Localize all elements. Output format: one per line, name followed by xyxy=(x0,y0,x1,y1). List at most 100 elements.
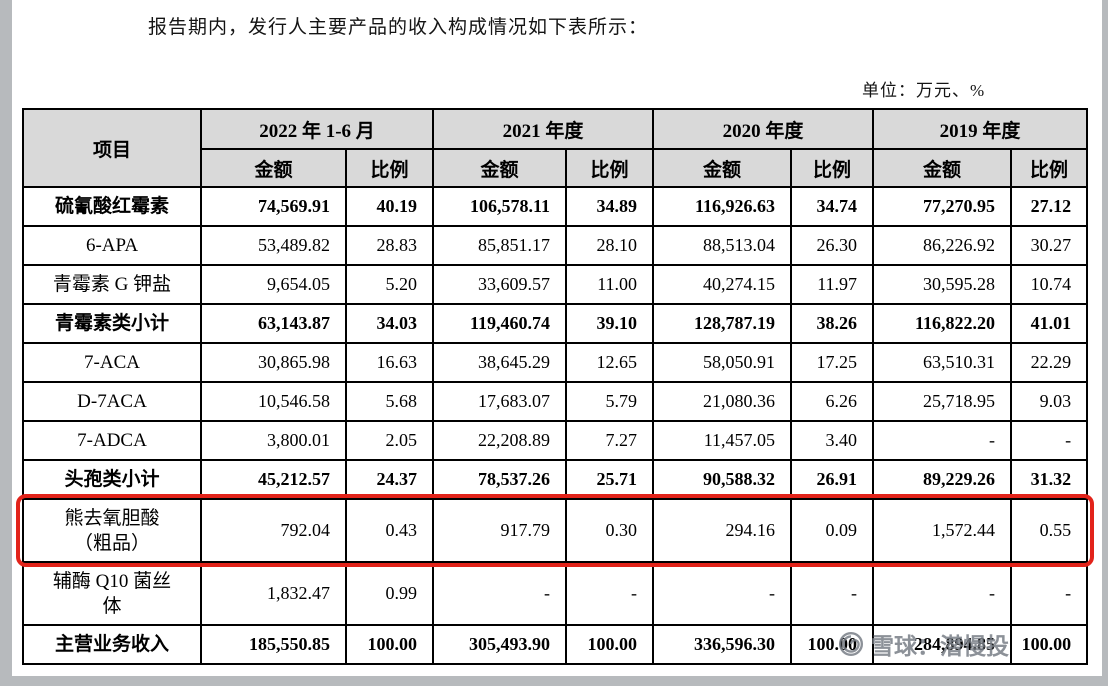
row-label: 主营业务收入 xyxy=(22,624,202,665)
ratio-cell: 41.01 xyxy=(1010,303,1089,344)
header-amount: 金额 xyxy=(432,148,568,188)
table-row: 熊去氧胆酸 （粗品） 792.04 0.43 917.79 0.30 294.16 0.09… xyxy=(22,498,1089,563)
header-amount: 金额 xyxy=(652,148,793,188)
ratio-cell: 27.12 xyxy=(1010,186,1089,227)
header-item: 项目 xyxy=(22,108,202,188)
ratio-cell: - xyxy=(790,561,875,626)
amount-cell: 17,683.07 xyxy=(432,381,568,422)
amount-cell: 106,578.11 xyxy=(432,186,568,227)
table-row: 硫氰酸红霉素 74,569.91 40.19 106,578.11 34.89 116,9… xyxy=(22,186,1089,227)
amount-cell: 63,143.87 xyxy=(200,303,347,344)
amount-cell: 119,460.74 xyxy=(432,303,568,344)
ratio-cell: 24.37 xyxy=(344,459,435,500)
amount-cell: - xyxy=(872,561,1013,626)
table-row: 青霉素 G 钾盐 9,654.05 5.20 33,609.57 11.00 40,274… xyxy=(22,264,1089,305)
amount-cell: 78,537.26 xyxy=(432,459,568,500)
table-body: 硫氰酸红霉素 74,569.91 40.19 106,578.11 34.89 116,9… xyxy=(22,186,1089,665)
amount-cell: 336,596.30 xyxy=(652,624,793,665)
header-ratio: 比例 xyxy=(565,148,655,188)
header-ratio: 比例 xyxy=(1010,148,1089,188)
header-period-2019: 2019 年度 xyxy=(872,108,1089,150)
amount-cell: 45,212.57 xyxy=(200,459,347,500)
ratio-cell: - xyxy=(1010,420,1089,461)
ratio-cell: 6.26 xyxy=(790,381,875,422)
ratio-cell: 9.03 xyxy=(1010,381,1089,422)
ratio-cell: 30.27 xyxy=(1010,225,1089,266)
ratio-cell: 34.74 xyxy=(790,186,875,227)
ratio-cell: 12.65 xyxy=(565,342,655,383)
ratio-cell: 26.30 xyxy=(790,225,875,266)
ratio-cell: 5.68 xyxy=(344,381,435,422)
table-row: 主营业务收入 185,550.85 100.00 305,493.90 100.00 33… xyxy=(22,624,1089,665)
header-period-2021: 2021 年度 xyxy=(432,108,655,150)
ratio-cell: 31.32 xyxy=(1010,459,1089,500)
table-row: 辅酶 Q10 菌丝 体 1,832.47 0.99- - - - - - xyxy=(22,561,1089,626)
header-ratio: 比例 xyxy=(344,148,435,188)
ratio-cell: 39.10 xyxy=(565,303,655,344)
row-label: 7-ACA xyxy=(22,342,202,383)
amount-cell: 38,645.29 xyxy=(432,342,568,383)
row-label: 6-APA xyxy=(22,225,202,266)
ratio-cell: 100.00 xyxy=(565,624,655,665)
amount-cell: 30,865.98 xyxy=(200,342,347,383)
header-ratio: 比例 xyxy=(790,148,875,188)
ratio-cell: 3.40 xyxy=(790,420,875,461)
amount-cell: 116,822.20 xyxy=(872,303,1013,344)
amount-cell: - xyxy=(652,561,793,626)
ratio-cell: 5.79 xyxy=(565,381,655,422)
amount-cell: 63,510.31 xyxy=(872,342,1013,383)
ratio-cell: 0.09 xyxy=(790,498,875,563)
amount-cell: 1,832.47 xyxy=(200,561,347,626)
header-amount: 金额 xyxy=(872,148,1013,188)
header-amount: 金额 xyxy=(200,148,347,188)
row-label: 青霉素类小计 xyxy=(22,303,202,344)
table-row: 7-ADCA 3,800.01 2.05 22,208.89 7.27 11,457.05… xyxy=(22,420,1089,461)
revenue-table: 项目 2022 年 1-6 月 2021 年度 2020 年度 2019 年度 … xyxy=(22,108,1089,665)
amount-cell: 30,595.28 xyxy=(872,264,1013,305)
amount-cell: 3,800.01 xyxy=(200,420,347,461)
ratio-cell: 17.25 xyxy=(790,342,875,383)
amount-cell: 116,926.63 xyxy=(652,186,793,227)
amount-cell: 40,274.15 xyxy=(652,264,793,305)
amount-cell: 89,229.26 xyxy=(872,459,1013,500)
ratio-cell: 16.63 xyxy=(344,342,435,383)
row-label: 硫氰酸红霉素 xyxy=(22,186,202,227)
ratio-cell: 40.19 xyxy=(344,186,435,227)
amount-cell: 86,226.92 xyxy=(872,225,1013,266)
table-row: 头孢类小计 45,212.57 24.37 78,537.26 25.71 90,588.… xyxy=(22,459,1089,500)
amount-cell: 77,270.95 xyxy=(872,186,1013,227)
ratio-cell: 2.05 xyxy=(344,420,435,461)
ratio-cell: 28.83 xyxy=(344,225,435,266)
ratio-cell: 11.00 xyxy=(565,264,655,305)
amount-cell: 88,513.04 xyxy=(652,225,793,266)
ratio-cell: - xyxy=(565,561,655,626)
row-label: 7-ADCA xyxy=(22,420,202,461)
ratio-cell: 38.26 xyxy=(790,303,875,344)
header-period-2020: 2020 年度 xyxy=(652,108,875,150)
ratio-cell: 0.55 xyxy=(1010,498,1089,563)
ratio-cell: 34.89 xyxy=(565,186,655,227)
ratio-cell: 0.99 xyxy=(344,561,435,626)
amount-cell: 74,569.91 xyxy=(200,186,347,227)
ratio-cell: 100.00 xyxy=(790,624,875,665)
ratio-cell: 34.03 xyxy=(344,303,435,344)
ratio-cell: 10.74 xyxy=(1010,264,1089,305)
ratio-cell: 100.00 xyxy=(344,624,435,665)
table-row: D-7ACA 10,546.58 5.68 17,683.07 5.79 21,080.3… xyxy=(22,381,1089,422)
amount-cell: 85,851.17 xyxy=(432,225,568,266)
header-row-measures: 金额 比例 金额 比例 金额 比例 金额 比例 xyxy=(23,148,1089,188)
amount-cell: 11,457.05 xyxy=(652,420,793,461)
ratio-cell: 28.10 xyxy=(565,225,655,266)
table-row: 青霉素类小计 63,143.87 34.03 119,460.74 39.10 128,7… xyxy=(22,303,1089,344)
amount-cell: 10,546.58 xyxy=(200,381,347,422)
amount-cell: 9,654.05 xyxy=(200,264,347,305)
header-period-2022: 2022 年 1-6 月 xyxy=(199,108,435,150)
ratio-cell: 26.91 xyxy=(790,459,875,500)
row-label: 头孢类小计 xyxy=(22,459,202,500)
amount-cell: 58,050.91 xyxy=(652,342,793,383)
amount-cell: 792.04 xyxy=(200,498,347,563)
amount-cell: 53,489.82 xyxy=(200,225,347,266)
table-row: 6-APA 53,489.82 28.83 85,851.17 28.10 88,513.… xyxy=(22,225,1089,266)
row-label: D-7ACA xyxy=(22,381,202,422)
